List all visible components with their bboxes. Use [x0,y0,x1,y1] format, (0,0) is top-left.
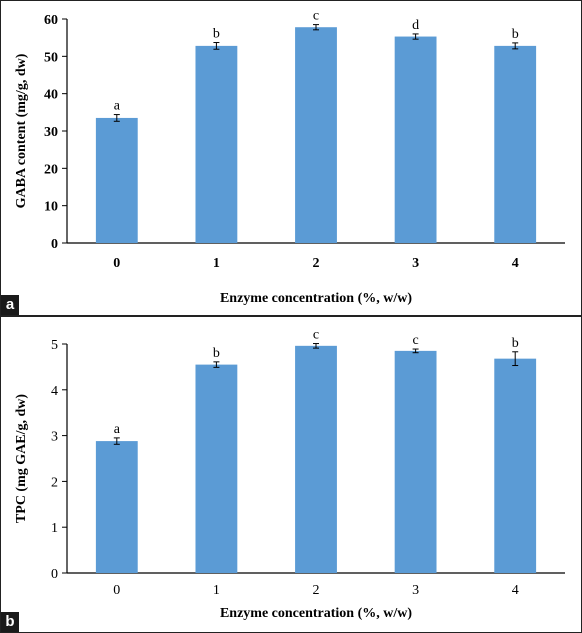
bar-3 [394,36,437,244]
y-tick-label: 0 [51,567,58,582]
y-tick-label: 5 [51,338,58,353]
significance-letter: b [512,27,519,42]
significance-letter: d [412,18,419,33]
bar-1 [195,364,238,573]
panel-label-a: a [1,295,19,315]
x-tick-label: 1 [213,256,220,271]
y-tick-label: 4 [51,384,58,399]
chart-panel-a: 0 10 20 30 40 50 60 a 0 b 1 c 2 d 3 b 4 Enzyme concentrat… [0,0,582,316]
bar-2 [295,27,337,243]
y-tick-label: 30 [44,125,58,140]
error-bar [113,437,120,445]
significance-letter: b [512,336,519,351]
panel-label-b: b [1,612,19,632]
y-axis-title: TPC (mg GAE/g, dw) [14,394,29,523]
error-bar [213,361,220,368]
y-tick-label: 50 [44,50,58,65]
error-bar [412,348,419,354]
error-bar [113,114,120,122]
significance-letter: b [213,27,220,42]
significance-letter: b [213,346,220,361]
bar-3 [394,350,437,573]
x-tick-label: 4 [512,583,519,598]
y-tick-label: 1 [51,521,58,536]
significance-letter: a [114,99,121,114]
x-tick-label: 2 [313,256,320,271]
error-bar [412,33,419,40]
y-tick-label: 0 [51,237,58,252]
significance-letter: c [313,9,319,24]
y-tick-label: 40 [44,88,58,103]
error-bar [313,343,319,349]
y-tick-label: 10 [44,200,58,215]
y-axis-title: GABA content (mg/g, dw) [14,53,29,208]
y-tick-label: 2 [51,475,58,490]
tpc-bar-chart: 0 1 2 3 4 5 a 0 b 1 c 2 c 3 b 4 Enzyme concentration (%,… [14,328,565,621]
error-bar [512,351,519,367]
significance-letter: c [313,328,319,343]
x-tick-label: 0 [113,583,120,598]
gaba-bar-chart: 0 10 20 30 40 50 60 a 0 b 1 c 2 d 3 b 4 Enzyme concentrat… [14,9,565,306]
x-tick-label: 1 [213,583,220,598]
significance-letter: a [114,422,121,437]
error-bar [512,42,519,50]
bar-4 [494,45,537,243]
x-axis-title: Enzyme concentration (%, w/w) [220,291,412,306]
x-tick-label: 2 [313,583,320,598]
bar-1 [195,45,238,243]
bar-4 [494,358,537,573]
significance-letter: c [412,333,418,348]
error-bar [213,42,220,50]
error-bar [313,24,319,31]
x-tick-label: 0 [113,256,120,271]
x-axis-title: Enzyme concentration (%, w/w) [220,606,412,621]
x-tick-label: 4 [512,256,519,271]
y-tick-label: 3 [51,430,58,445]
x-tick-label: 3 [412,583,419,598]
bar-0 [95,441,138,573]
chart-panel-b: 0 1 2 3 4 5 a 0 b 1 c 2 c 3 b 4 Enzyme concentration (%,… [0,316,582,633]
bar-2 [295,345,337,573]
y-tick-label: 20 [44,162,58,177]
y-tick-label: 60 [44,13,58,28]
bar-0 [95,117,138,243]
x-tick-label: 3 [412,256,419,271]
